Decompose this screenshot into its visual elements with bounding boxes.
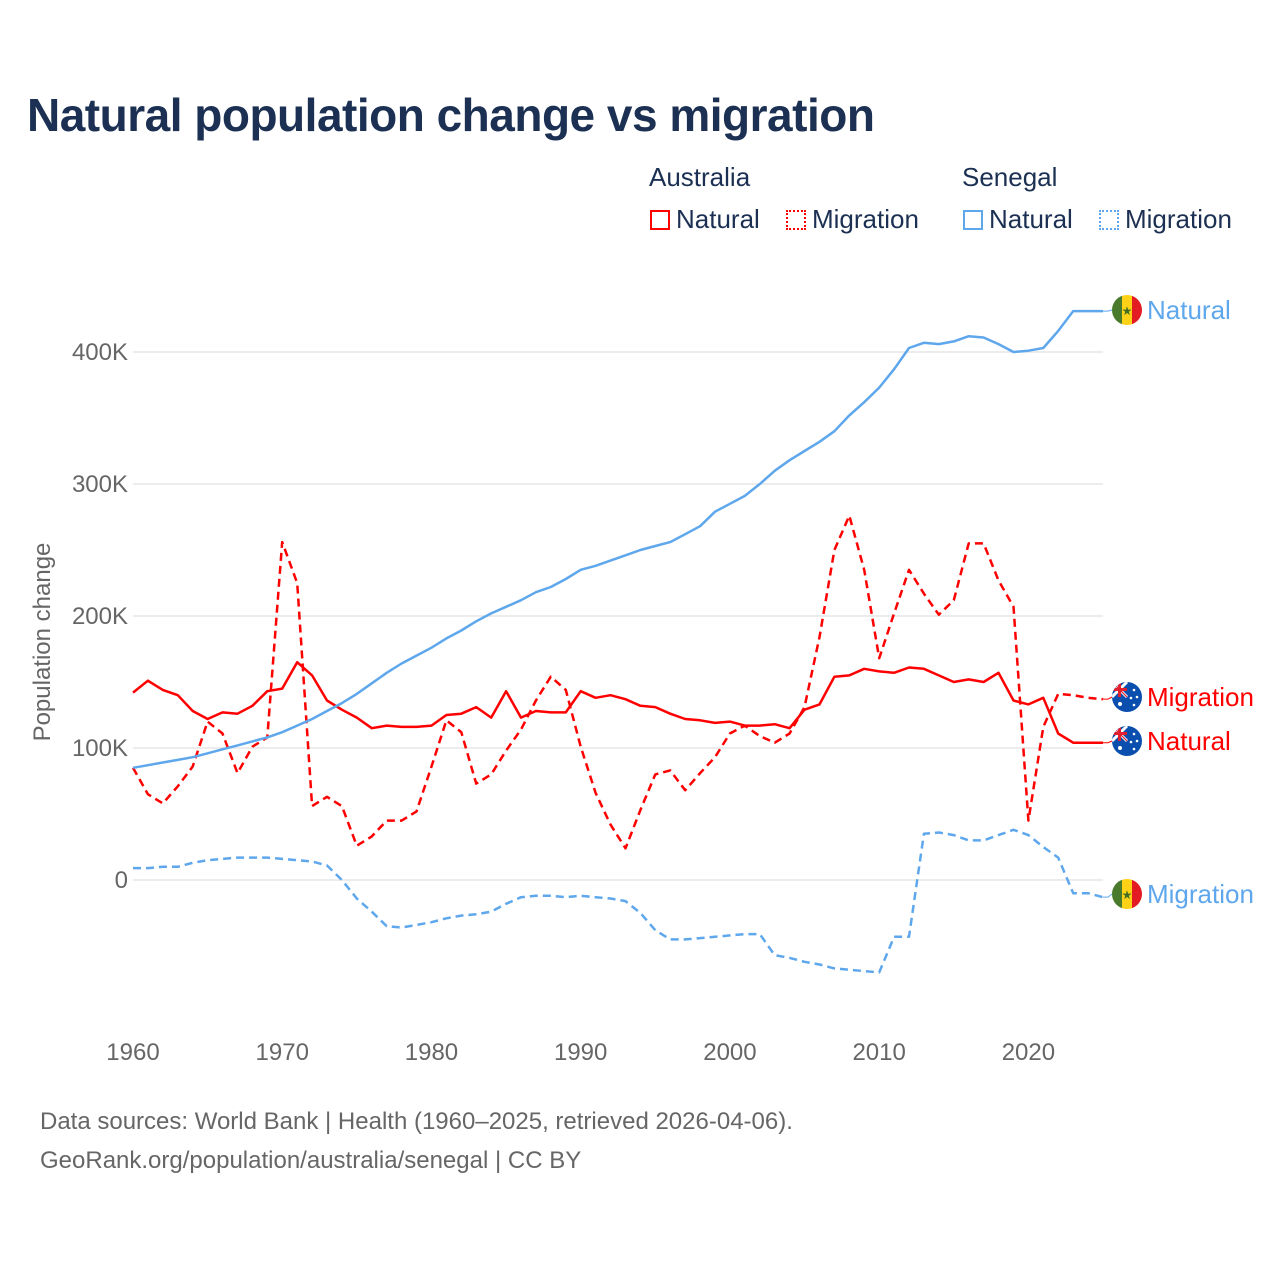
legend-label: Natural — [676, 204, 760, 234]
x-tick-label: 2000 — [703, 1039, 756, 1066]
y-tick-label: 0 — [115, 867, 128, 894]
footer-source: Data sources: World Bank | Health (1960–… — [40, 1108, 793, 1135]
australia-flag-icon — [1112, 682, 1142, 712]
legend-swatch-dotted-blue — [1099, 209, 1119, 230]
series-line-senegal-migration — [133, 828, 1104, 974]
series-line-senegal-natural — [132, 309, 1103, 770]
x-tick-label: 1990 — [554, 1039, 607, 1066]
end-label-connector — [1103, 309, 1113, 312]
legend-label: Migration — [812, 204, 919, 234]
legend-swatch-solid-blue — [963, 209, 983, 230]
y-tick-label: 200K — [72, 603, 128, 630]
legend-australia-natural[interactable]: Natural — [650, 204, 760, 235]
end-label: Natural — [1147, 295, 1231, 325]
x-tick-label: 1960 — [106, 1039, 159, 1066]
y-tick-label: 100K — [72, 735, 128, 762]
end-label-connector — [1103, 740, 1113, 744]
legend-group-australia: Australia — [649, 162, 751, 192]
x-tick-label: 1980 — [405, 1039, 458, 1066]
senegal-flag-icon — [1112, 295, 1142, 325]
x-tick-label: 1970 — [256, 1039, 309, 1066]
australia-flag-icon — [1112, 726, 1142, 756]
end-label: Migration — [1147, 879, 1254, 909]
legend-senegal-migration[interactable]: Migration — [1099, 204, 1232, 235]
series-line-australia-natural — [132, 660, 1103, 744]
y-axis-label: Population change — [29, 543, 56, 742]
end-label: Natural — [1147, 726, 1231, 756]
legend-swatch-dotted-red — [786, 209, 806, 230]
end-label-connector — [1103, 696, 1113, 700]
end-label-connector — [1103, 893, 1113, 898]
y-tick-label: 300K — [72, 471, 128, 498]
legend-label: Natural — [989, 204, 1073, 234]
legend-label: Migration — [1125, 204, 1232, 234]
x-tick-label: 2020 — [1002, 1039, 1055, 1066]
legend-australia-migration[interactable]: Migration — [786, 204, 919, 235]
legend-swatch-solid-red — [650, 209, 670, 230]
series-line-australia-migration — [131, 514, 1104, 850]
legend-group-senegal: Senegal — [962, 162, 1058, 192]
end-label: Migration — [1147, 682, 1254, 712]
chart-title: Natural population change vs migration — [27, 89, 875, 141]
legend-senegal-natural[interactable]: Natural — [963, 204, 1073, 235]
x-tick-label: 2010 — [852, 1039, 905, 1066]
footer-link[interactable]: GeoRank.org/population/australia/senegal… — [40, 1147, 582, 1174]
y-tick-label: 400K — [72, 339, 128, 366]
senegal-flag-icon — [1112, 879, 1142, 909]
